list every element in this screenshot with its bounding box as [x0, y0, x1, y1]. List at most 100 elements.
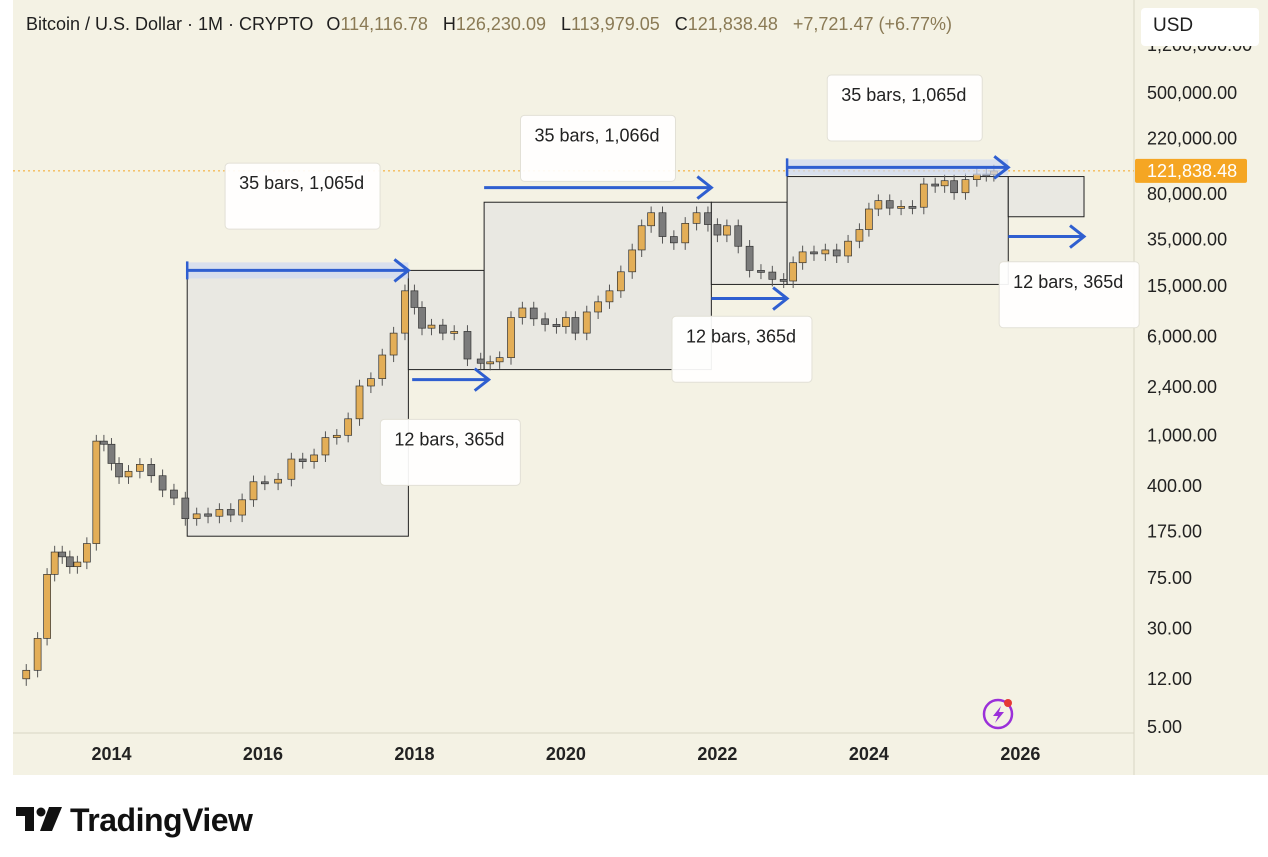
y-tick-label: 1,000.00	[1147, 425, 1217, 445]
range-arrow	[185, 258, 411, 283]
time-axis[interactable]: 2014 2016 2018 2020 2022 2024 2026	[91, 744, 1040, 764]
x-tick-label: 2016	[243, 744, 283, 764]
candle	[50, 545, 59, 582]
candle	[865, 202, 873, 237]
candle	[107, 438, 116, 471]
high-label: H	[442, 14, 456, 34]
candle	[495, 351, 504, 369]
y-tick-label: 400.00	[1147, 476, 1202, 496]
candle	[919, 177, 928, 215]
candle	[321, 431, 330, 462]
candle	[594, 295, 602, 320]
candle	[658, 206, 667, 244]
duration-label: 35 bars, 1,066d	[519, 114, 676, 182]
y-tick-label: 30.00	[1147, 618, 1192, 638]
candle	[410, 284, 419, 315]
candle	[344, 412, 353, 443]
candle	[798, 245, 807, 270]
candle	[734, 219, 743, 254]
candle	[552, 318, 561, 334]
candle	[768, 265, 777, 287]
change-value: +7,721.47 (+6.77%)	[792, 14, 953, 34]
low-label: L	[560, 14, 571, 34]
candle	[670, 230, 678, 250]
candle	[274, 473, 282, 491]
candle	[562, 311, 570, 334]
candle	[789, 256, 798, 289]
candle	[940, 174, 949, 193]
lightning-icon[interactable]	[982, 698, 1014, 730]
candle	[450, 325, 459, 341]
candle	[136, 458, 144, 479]
y-tick-label: 5.00	[1147, 717, 1182, 737]
duration-label-text: 35 bars, 1,065d	[239, 173, 364, 193]
candle	[681, 217, 690, 250]
candle	[908, 200, 917, 215]
candle	[43, 568, 51, 646]
duration-label: 12 bars, 365d	[671, 315, 813, 383]
candle	[158, 469, 167, 498]
candle	[100, 434, 108, 452]
duration-label-text: 12 bars, 365d	[1013, 272, 1123, 292]
duration-label-text: 12 bars, 365d	[394, 429, 504, 449]
duration-label: 12 bars, 365d	[379, 418, 521, 486]
candle	[779, 273, 788, 289]
x-tick-label: 2020	[546, 744, 586, 764]
candle	[637, 219, 646, 257]
duration-label-text: 35 bars, 1,065d	[841, 85, 966, 105]
candle	[507, 311, 515, 365]
close-value: 121,838.48	[687, 14, 778, 34]
y-tick-label: 2,400.00	[1147, 377, 1217, 397]
candle	[821, 243, 830, 261]
candle	[310, 448, 318, 469]
candle	[757, 264, 765, 280]
price-tag: 121,838.48	[1135, 158, 1247, 183]
last-price-label: 121,838.48	[1147, 161, 1237, 181]
candle	[463, 325, 472, 367]
candle	[571, 311, 580, 341]
x-tick-label: 2024	[849, 744, 889, 764]
candle	[692, 206, 701, 231]
duration-label-text: 35 bars, 1,066d	[534, 125, 659, 145]
candle	[181, 491, 190, 526]
y-tick-label: 6,000.00	[1147, 327, 1217, 347]
open-value: 114,116.78	[340, 14, 428, 34]
tradingview-logo: TradingView	[16, 800, 253, 840]
candle	[529, 301, 538, 326]
candle	[124, 465, 133, 484]
range-arrow	[412, 367, 492, 392]
candle	[92, 434, 101, 551]
candle	[22, 664, 31, 686]
candle	[628, 243, 637, 279]
candle	[287, 452, 296, 487]
candle	[58, 545, 67, 564]
range-box	[786, 176, 1009, 285]
candle	[486, 355, 495, 371]
y-tick-label: 15,000.00	[1147, 276, 1227, 296]
candle	[378, 348, 387, 386]
candle	[215, 503, 224, 524]
candle	[65, 550, 74, 574]
candle	[950, 174, 958, 200]
symbol-header: Bitcoin / U.S. Dollar · 1M · CRYPTO O114…	[26, 14, 952, 35]
duration-label-text: 12 bars, 365d	[686, 326, 796, 346]
range-box	[483, 201, 712, 371]
candle	[810, 245, 818, 261]
x-tick-label: 2018	[394, 744, 434, 764]
candle	[745, 240, 754, 278]
candle	[170, 483, 178, 506]
range-arrows	[185, 155, 1087, 392]
y-tick-label: 80,000.00	[1147, 184, 1227, 204]
y-tick-label: 220,000.00	[1147, 128, 1237, 148]
candle	[401, 284, 409, 341]
candles	[22, 164, 998, 686]
duration-label: 35 bars, 1,065d	[826, 74, 983, 142]
brand-name: TradingView	[70, 801, 253, 838]
candle	[82, 537, 91, 570]
currency-selector[interactable]: USD	[1141, 8, 1259, 46]
candle	[355, 379, 364, 426]
candle	[298, 452, 307, 469]
candle	[931, 177, 940, 193]
candle	[418, 301, 426, 336]
